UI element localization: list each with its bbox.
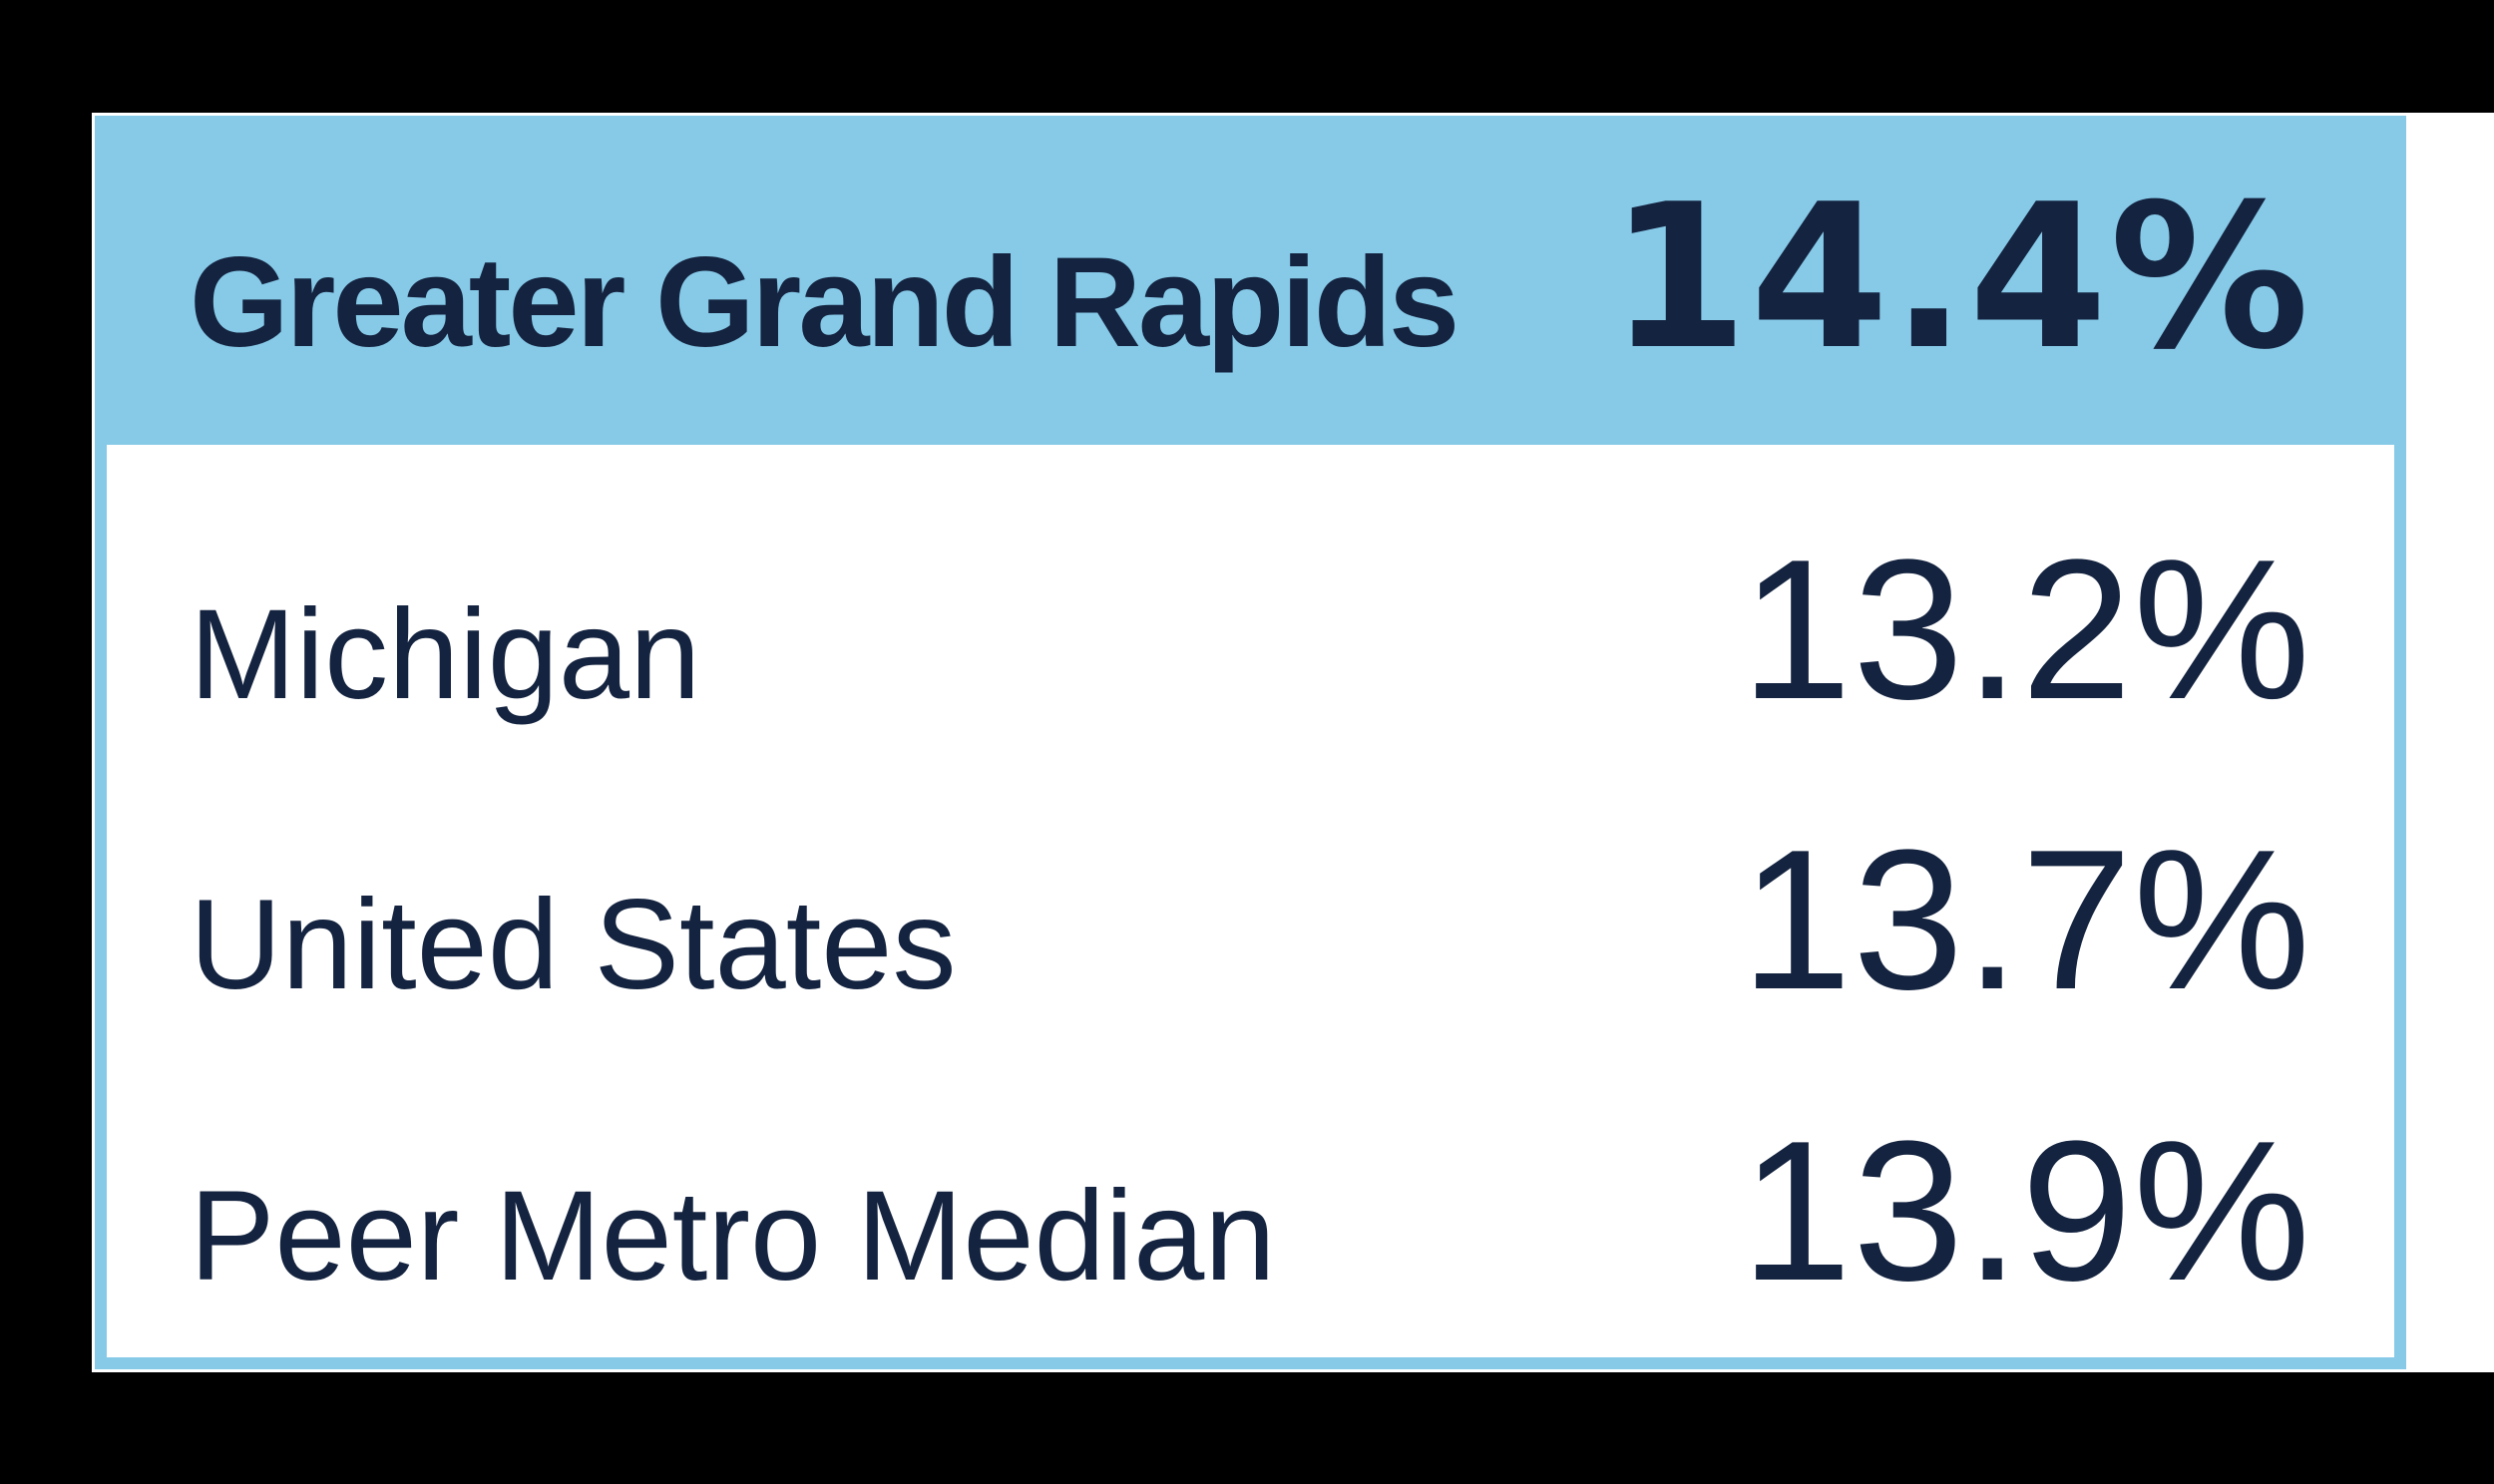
stat-card-body: Michigan 13.2% United States 13.7% Peer … — [107, 445, 2394, 1357]
row-value: 13.9% — [1740, 1100, 2311, 1323]
row-label: Michigan — [190, 582, 701, 726]
stat-card: Greater Grand Rapids 14.4% Michigan 13.2… — [95, 116, 2406, 1369]
row-label: United States — [190, 874, 957, 1017]
header-region-value: 14.4% — [1609, 162, 2311, 394]
row-value: 13.7% — [1740, 809, 2311, 1032]
row-value: 13.2% — [1740, 518, 2311, 741]
table-row: Peer Metro Median 13.9% — [190, 1112, 2311, 1311]
table-row: United States 13.7% — [190, 821, 2311, 1020]
header-region-label: Greater Grand Rapids — [190, 231, 1459, 374]
table-row: Michigan 13.2% — [190, 518, 2311, 741]
row-label: Peer Metro Median — [190, 1165, 1276, 1308]
stat-card-header: Greater Grand Rapids 14.4% — [107, 116, 2394, 445]
